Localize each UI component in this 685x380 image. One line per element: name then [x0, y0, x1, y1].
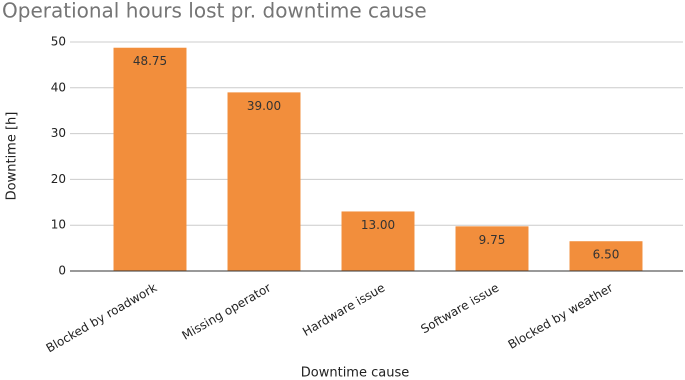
chart-title: Operational hours lost pr. downtime caus… — [2, 0, 427, 23]
y-tick-label: 50 — [51, 35, 66, 49]
x-tick-label: Hardware issue — [300, 281, 387, 339]
y-axis-title: Downtime [h] — [5, 112, 20, 201]
data-label: 13.00 — [361, 218, 395, 232]
x-tick-label: Missing operator — [179, 280, 273, 342]
bar — [455, 226, 529, 271]
y-tick-label: 10 — [51, 218, 66, 232]
data-label: 9.75 — [479, 233, 506, 247]
y-tick-label: 40 — [51, 80, 66, 94]
bar — [227, 92, 301, 271]
bar — [341, 211, 415, 271]
bar — [113, 47, 187, 271]
bar — [569, 241, 643, 271]
data-label: 6.50 — [593, 248, 620, 262]
y-tick-label: 0 — [58, 264, 66, 278]
y-tick-label: 20 — [51, 172, 66, 186]
x-tick-label: Blocked by weather — [506, 280, 616, 351]
y-tick-label: 30 — [51, 126, 66, 140]
x-tick-label: Blocked by roadwork — [44, 280, 160, 355]
x-axis-title: Downtime cause — [301, 366, 409, 380]
data-label: 39.00 — [247, 99, 281, 113]
data-label: 48.75 — [133, 54, 167, 68]
x-tick-label: Software issue — [418, 281, 501, 337]
